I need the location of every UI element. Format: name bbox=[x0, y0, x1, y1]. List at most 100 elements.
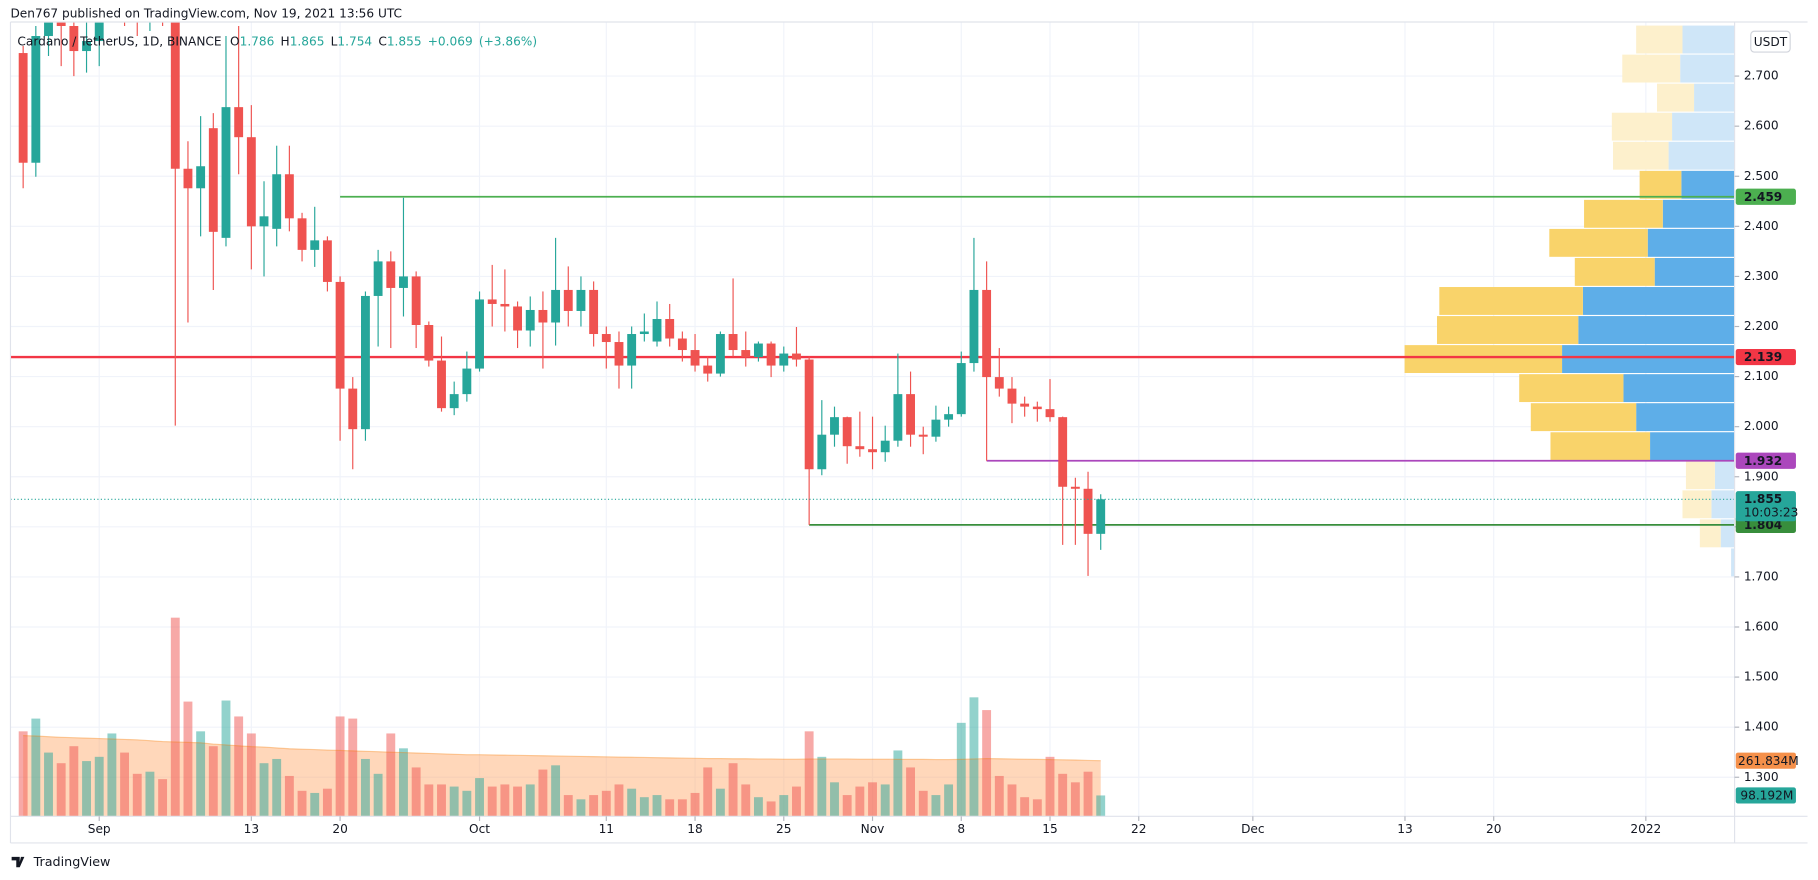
price-line-label: 1.932 bbox=[1744, 454, 1782, 468]
volume-bar bbox=[487, 786, 497, 817]
plot-area bbox=[10, 22, 1735, 817]
x-tick-label: 20 bbox=[332, 822, 347, 836]
profile-down bbox=[1682, 490, 1712, 519]
publisher: Den767 published on TradingView.com, Nov… bbox=[10, 6, 402, 20]
candle-body bbox=[931, 419, 941, 437]
candle-body bbox=[386, 261, 396, 288]
candle-body bbox=[348, 388, 358, 430]
candle-body bbox=[31, 36, 41, 163]
candle-body bbox=[982, 289, 992, 378]
y-tick-label: 2.100 bbox=[1744, 369, 1779, 383]
volume-bar bbox=[944, 784, 954, 817]
candle-body bbox=[1045, 409, 1055, 418]
volume-bar bbox=[779, 795, 789, 817]
volume-bar bbox=[259, 763, 269, 817]
candle-body bbox=[513, 306, 523, 331]
volume-bar bbox=[703, 767, 713, 817]
volume-bar bbox=[817, 756, 827, 817]
profile-down bbox=[1699, 519, 1721, 548]
volume-bar bbox=[563, 795, 573, 817]
y-tick-label: 2.200 bbox=[1744, 319, 1779, 333]
y-tick-label: 1.700 bbox=[1744, 569, 1779, 583]
candle-body bbox=[563, 289, 573, 311]
volume-bar bbox=[690, 792, 700, 817]
y-tick-label: 2.400 bbox=[1744, 219, 1779, 233]
volume-bar bbox=[513, 786, 523, 817]
candle-body bbox=[779, 353, 789, 366]
candle-body bbox=[741, 350, 751, 358]
candle-body bbox=[18, 53, 28, 163]
x-tick-label: 11 bbox=[599, 822, 614, 836]
x-tick-label: 13 bbox=[1397, 822, 1412, 836]
volume-bar bbox=[310, 792, 320, 817]
currency[interactable]: USDT bbox=[1754, 35, 1788, 49]
volume-bar bbox=[576, 799, 586, 817]
volume-bar bbox=[1070, 782, 1080, 817]
y-tick-label: 1.900 bbox=[1744, 469, 1779, 483]
volume-bar bbox=[855, 786, 865, 817]
volume-bar bbox=[18, 731, 28, 817]
volume-bar bbox=[880, 784, 890, 817]
ohlc-value: 1.865 bbox=[290, 34, 325, 48]
candle-body bbox=[272, 174, 282, 229]
last-price-tag bbox=[1735, 491, 1796, 522]
candle-body bbox=[94, 22, 104, 42]
volume-bar bbox=[183, 701, 193, 817]
volume-bar bbox=[893, 750, 903, 817]
volume-bar bbox=[665, 799, 675, 817]
candle-body bbox=[639, 331, 649, 335]
profile-up bbox=[1654, 257, 1735, 286]
volume-bar bbox=[956, 722, 966, 817]
candle-body bbox=[868, 449, 877, 453]
grid bbox=[10, 22, 1735, 817]
ohlc-value: 1.855 bbox=[387, 34, 422, 48]
brand: TradingView bbox=[33, 855, 111, 870]
y-tick-label: 2.700 bbox=[1744, 69, 1779, 83]
candle-body bbox=[208, 128, 218, 232]
candle-body bbox=[322, 240, 332, 282]
volume-bar bbox=[399, 748, 408, 817]
candle-body bbox=[792, 353, 801, 360]
profile-up bbox=[1582, 287, 1735, 315]
ohlc-key: C bbox=[378, 34, 386, 48]
volume-ma-line bbox=[23, 735, 1101, 762]
profile-down bbox=[1437, 316, 1579, 344]
currency-button[interactable] bbox=[1750, 30, 1791, 53]
change-pct: (+3.86%) bbox=[479, 34, 537, 48]
profile-up bbox=[1711, 490, 1735, 519]
profile-down bbox=[1550, 432, 1651, 461]
profile-down bbox=[1685, 461, 1715, 490]
profile-down bbox=[1639, 170, 1682, 199]
volume-bar bbox=[715, 788, 725, 817]
volume-bar bbox=[741, 784, 751, 817]
volume-bar bbox=[1020, 797, 1030, 817]
volume-bar bbox=[969, 697, 979, 817]
candle-body bbox=[538, 309, 548, 323]
candle-body bbox=[880, 440, 890, 453]
volume-bar bbox=[297, 790, 307, 817]
profile-up bbox=[1578, 316, 1735, 344]
profile-down bbox=[1519, 374, 1624, 403]
profile-up bbox=[1623, 374, 1735, 403]
volume-tag bbox=[1735, 787, 1796, 804]
candle-body bbox=[525, 309, 535, 331]
profile-up bbox=[1647, 228, 1735, 257]
profile-up bbox=[1636, 403, 1735, 432]
volume-bar bbox=[677, 799, 687, 817]
volume-bar bbox=[107, 733, 117, 817]
candle-body bbox=[994, 377, 1004, 389]
candle-body bbox=[221, 107, 231, 238]
logo-icon bbox=[11, 856, 25, 868]
profile-up bbox=[1562, 345, 1735, 374]
candle-body bbox=[475, 299, 484, 369]
volume-bar bbox=[322, 788, 332, 817]
volume-bar bbox=[94, 756, 104, 817]
candle-body bbox=[196, 166, 206, 189]
profile-up bbox=[1672, 112, 1735, 141]
candle-body bbox=[284, 174, 294, 219]
candle-body bbox=[817, 434, 827, 470]
volume-bar bbox=[284, 775, 294, 817]
volume-bar bbox=[614, 784, 624, 817]
profile-down bbox=[1574, 257, 1655, 286]
